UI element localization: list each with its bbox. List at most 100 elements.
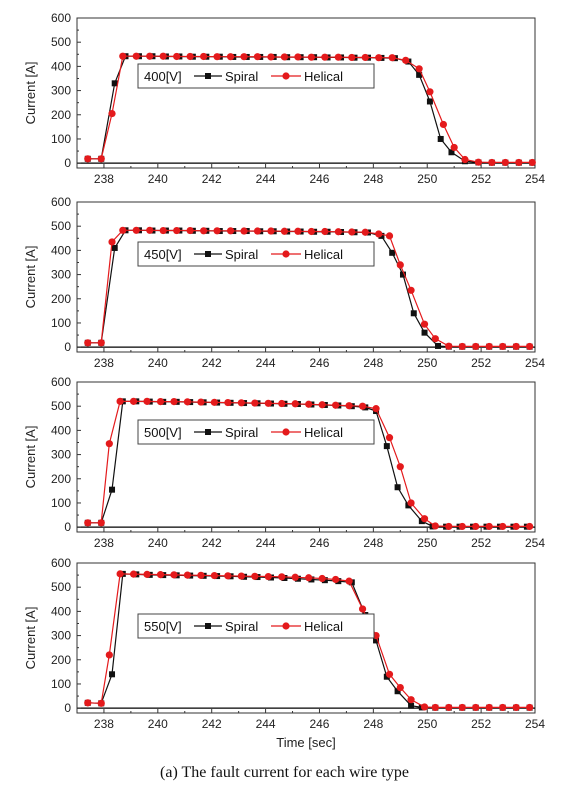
x-tick-label: 246 bbox=[309, 172, 329, 186]
y-tick-label: 600 bbox=[51, 556, 71, 570]
data-point-circle bbox=[200, 227, 208, 235]
chart-panel-2: 0 100 200 300 400 500 600 238 240 242 244 246 248 250… bbox=[23, 195, 545, 370]
x-tick-label: 238 bbox=[94, 717, 114, 731]
x-axis-label: Time [sec] bbox=[276, 735, 335, 750]
data-point-circle bbox=[321, 53, 329, 61]
data-point-square bbox=[410, 310, 417, 317]
x-tick-label: 250 bbox=[417, 172, 437, 186]
data-point-circle bbox=[420, 703, 429, 711]
figure-caption: (a) The fault current for each wire type bbox=[160, 764, 409, 781]
data-point-circle bbox=[132, 226, 140, 234]
plot-frame bbox=[76, 17, 536, 169]
x-tick-label: 242 bbox=[202, 717, 222, 731]
x-tick-label: 252 bbox=[471, 717, 491, 731]
data-point-circle bbox=[84, 155, 92, 163]
data-point-circle bbox=[186, 226, 194, 235]
data-point-circle bbox=[458, 522, 466, 531]
data-point-circle bbox=[361, 228, 369, 236]
data-point-circle bbox=[226, 227, 235, 235]
y-tick-label: 0 bbox=[64, 701, 71, 715]
data-point-circle bbox=[375, 54, 383, 62]
x-tick-label: 252 bbox=[471, 356, 491, 370]
x-tick-label: 246 bbox=[309, 356, 329, 370]
y-tick-label: 300 bbox=[51, 84, 71, 98]
data-point-square bbox=[394, 688, 401, 695]
data-point-circle bbox=[224, 398, 232, 407]
data-point-circle bbox=[291, 400, 299, 408]
data-point-circle bbox=[407, 696, 415, 704]
y-tick-label: 500 bbox=[51, 580, 71, 594]
legend-title: 550[V] bbox=[144, 619, 182, 634]
legend-marker-spiral bbox=[205, 623, 211, 629]
data-point-circle bbox=[237, 399, 245, 407]
data-point-circle bbox=[358, 605, 367, 613]
y-tick-label: 400 bbox=[51, 59, 71, 73]
data-point-circle bbox=[345, 402, 353, 410]
data-point-circle bbox=[197, 398, 205, 406]
data-point-circle bbox=[345, 577, 353, 585]
data-point-circle bbox=[472, 703, 480, 712]
x-tick-label: 242 bbox=[202, 536, 222, 550]
legend-title: 450[V] bbox=[144, 247, 182, 262]
data-point-square bbox=[405, 502, 412, 509]
x-tick-label: 238 bbox=[94, 172, 114, 186]
data-point-circle bbox=[485, 522, 493, 531]
y-tick-label: 200 bbox=[51, 653, 71, 667]
x-tick-label: 252 bbox=[471, 172, 491, 186]
x-tick-label: 254 bbox=[525, 172, 545, 186]
data-point-circle bbox=[488, 158, 496, 167]
series-helical bbox=[84, 570, 534, 712]
series-line-spiral bbox=[87, 573, 530, 709]
legend-marker-helical bbox=[282, 428, 290, 436]
data-point-circle bbox=[294, 53, 302, 61]
data-point-circle bbox=[132, 52, 140, 60]
data-point-circle bbox=[474, 158, 483, 166]
data-point-circle bbox=[318, 574, 326, 583]
data-point-circle bbox=[116, 397, 124, 405]
x-tick-label: 246 bbox=[309, 536, 329, 550]
data-point-circle bbox=[186, 52, 194, 61]
data-point-square bbox=[111, 80, 118, 87]
y-tick-label: 300 bbox=[51, 629, 71, 643]
y-tick-label: 300 bbox=[51, 448, 71, 462]
data-point-circle bbox=[267, 53, 275, 61]
legend-marker-helical bbox=[282, 72, 290, 80]
data-point-circle bbox=[129, 570, 138, 578]
data-point-circle bbox=[526, 342, 534, 351]
data-point-circle bbox=[499, 342, 507, 351]
data-point-circle bbox=[499, 522, 507, 531]
data-point-circle bbox=[97, 339, 105, 347]
data-point-circle bbox=[305, 400, 313, 408]
data-point-circle bbox=[173, 226, 181, 235]
data-point-circle bbox=[305, 574, 313, 582]
legend: 500[V] Spiral Helical bbox=[137, 419, 375, 445]
x-tick-label: 238 bbox=[94, 356, 114, 370]
legend-label-helical: Helical bbox=[304, 247, 343, 262]
data-point-circle bbox=[251, 572, 259, 580]
y-tick-label: 500 bbox=[51, 399, 71, 413]
legend: 400[V] Spiral Helical bbox=[137, 63, 375, 89]
data-point-circle bbox=[431, 335, 439, 343]
y-axis-label: Current [A] bbox=[23, 62, 38, 125]
data-point-circle bbox=[108, 238, 116, 246]
data-point-circle bbox=[348, 228, 356, 236]
data-point-circle bbox=[156, 397, 165, 406]
data-point-circle bbox=[291, 573, 299, 581]
chart-panel-3: 0 100 200 300 400 500 600 238 240 242 244 246 248 250… bbox=[23, 375, 545, 550]
data-point-circle bbox=[385, 434, 394, 442]
data-point-circle bbox=[105, 440, 113, 448]
x-tick-label: 240 bbox=[148, 356, 168, 370]
data-point-circle bbox=[237, 572, 245, 580]
data-point-circle bbox=[97, 699, 105, 707]
y-tick-label: 100 bbox=[51, 677, 71, 691]
data-point-circle bbox=[361, 53, 369, 62]
data-point-circle bbox=[358, 402, 367, 410]
data-point-square bbox=[435, 342, 442, 349]
data-point-circle bbox=[307, 53, 315, 61]
data-point-circle bbox=[294, 227, 302, 235]
data-point-circle bbox=[485, 703, 493, 712]
data-point-circle bbox=[200, 52, 208, 61]
series-helical bbox=[84, 226, 534, 351]
data-point-circle bbox=[97, 519, 105, 527]
legend-box bbox=[137, 63, 375, 89]
